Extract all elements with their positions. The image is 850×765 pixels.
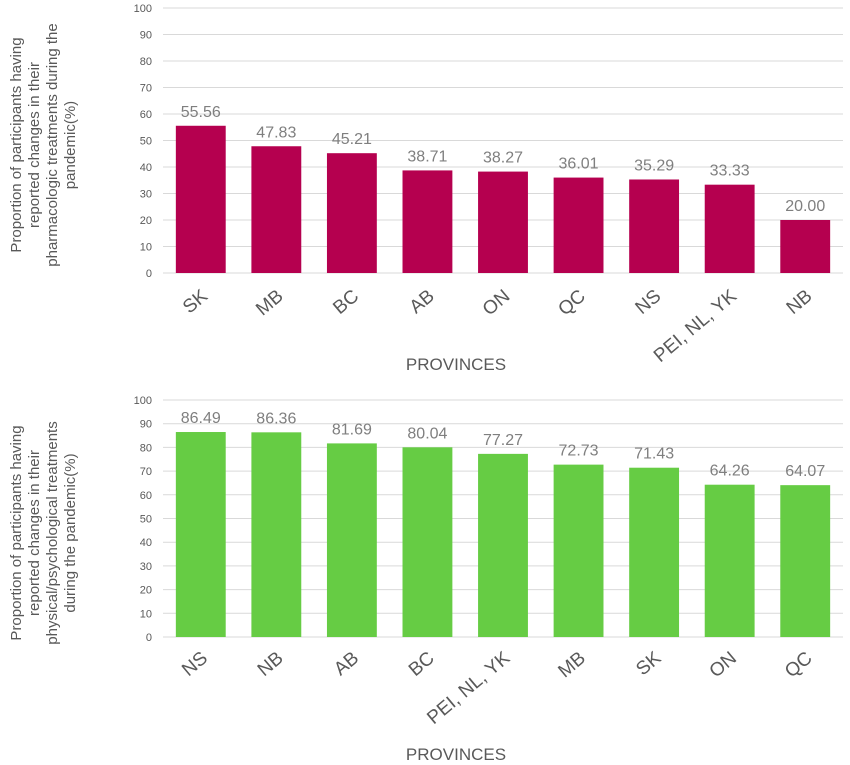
y-axis-title-line: reported changes in their xyxy=(26,62,43,228)
y-axis-title-line: pandemic(%) xyxy=(62,101,79,189)
data-label: 64.26 xyxy=(710,463,750,480)
x-tick-label: QC xyxy=(781,648,816,682)
x-axis-title: PROVINCES xyxy=(406,745,506,764)
data-label: 86.49 xyxy=(181,410,221,427)
x-tick-label: NS xyxy=(178,648,212,681)
x-tick-label: MB xyxy=(252,286,287,320)
x-tick-label: SK xyxy=(632,648,665,681)
bar xyxy=(780,220,831,273)
y-axis-title: Proportion of participants havingreporte… xyxy=(8,23,79,266)
y-tick-label: 20 xyxy=(140,585,152,597)
y-axis-title-line: during the pandemic(%) xyxy=(62,453,79,612)
x-tick-label: QC xyxy=(554,286,589,320)
bar xyxy=(326,153,377,273)
data-label: 47.83 xyxy=(256,124,296,141)
y-axis-title-line: pharmacologic treatments during the xyxy=(44,23,61,266)
x-tick-label: MB xyxy=(554,648,589,682)
y-tick-label: 70 xyxy=(140,83,152,95)
y-tick-label: 50 xyxy=(140,136,152,148)
bar xyxy=(629,179,680,273)
x-axis-title: PROVINCES xyxy=(406,355,506,374)
y-axis-title-line: Proportion of participants having xyxy=(8,425,25,640)
x-tick-label: AB xyxy=(330,648,363,680)
y-tick-label: 0 xyxy=(146,268,152,280)
y-tick-label: 100 xyxy=(134,395,152,407)
y-axis-title-line: physical/psychological treatments xyxy=(44,421,61,644)
bar xyxy=(402,170,453,273)
y-tick-label: 60 xyxy=(140,490,152,502)
bar xyxy=(175,125,226,274)
data-label: 38.71 xyxy=(407,148,447,165)
x-tick-label: SK xyxy=(179,286,212,319)
bar-chart-2: 0 10 20 30 40 50 60 70 80 90 100 86.49 NS 86.36 NB 81.6… xyxy=(8,395,843,764)
data-label: 20.00 xyxy=(785,198,825,215)
y-axis-title: Proportion of participants havingreporte… xyxy=(8,421,79,644)
y-tick-label: 40 xyxy=(140,537,152,549)
y-tick-label: 20 xyxy=(140,215,152,227)
y-tick-label: 70 xyxy=(140,466,152,478)
data-label: 36.01 xyxy=(559,156,599,173)
y-tick-label: 10 xyxy=(140,608,152,620)
data-label: 71.43 xyxy=(634,446,674,463)
data-label: 77.27 xyxy=(483,432,523,449)
y-tick-label: 40 xyxy=(140,162,152,174)
x-tick-label: NB xyxy=(254,648,288,681)
y-tick-label: 30 xyxy=(140,561,152,573)
x-tick-label: BC xyxy=(405,648,439,681)
data-label: 80.04 xyxy=(407,425,447,442)
bar xyxy=(629,467,680,637)
y-tick-label: 60 xyxy=(140,109,152,121)
bar xyxy=(326,443,377,637)
y-tick-label: 30 xyxy=(140,189,152,201)
y-tick-label: 90 xyxy=(140,419,152,431)
x-tick-label: AB xyxy=(406,286,439,318)
y-tick-label: 80 xyxy=(140,56,152,68)
x-tick-label: NS xyxy=(632,286,666,319)
bar xyxy=(780,485,831,637)
bar xyxy=(251,146,302,273)
bar xyxy=(704,184,755,273)
bar xyxy=(704,484,755,637)
y-tick-label: 80 xyxy=(140,442,152,454)
y-tick-label: 10 xyxy=(140,242,152,254)
data-label: 38.27 xyxy=(483,150,523,167)
x-tick-label: ON xyxy=(479,286,514,320)
data-label: 86.36 xyxy=(256,410,296,427)
y-tick-label: 100 xyxy=(134,3,152,15)
y-axis-title-line: Proportion of participants having xyxy=(8,37,25,252)
data-label: 35.29 xyxy=(634,157,674,174)
y-tick-label: 0 xyxy=(146,632,152,644)
data-label: 72.73 xyxy=(559,443,599,460)
x-tick-label: NB xyxy=(783,286,817,319)
x-tick-label: ON xyxy=(706,648,741,682)
y-tick-label: 90 xyxy=(140,30,152,42)
bar xyxy=(478,171,528,273)
bar xyxy=(402,447,453,637)
x-tick-label: BC xyxy=(329,286,363,319)
bar xyxy=(553,177,604,273)
data-label: 33.33 xyxy=(710,163,750,180)
y-axis-title-line: reported changes in their xyxy=(26,450,43,616)
data-label: 45.21 xyxy=(332,131,372,148)
bar xyxy=(478,453,528,637)
bar xyxy=(175,432,226,637)
data-label: 64.07 xyxy=(785,463,825,480)
bar xyxy=(553,464,604,637)
y-tick-label: 50 xyxy=(140,514,152,526)
bar xyxy=(251,432,302,637)
x-tick-label: PEI, NL, YK xyxy=(650,286,741,367)
x-tick-label: PEI, NL, YK xyxy=(423,648,514,729)
bar-chart-1: 0 10 20 30 40 50 60 70 80 90 100 55.56 SK 47.83 MB 45.2… xyxy=(8,3,843,374)
data-label: 81.69 xyxy=(332,421,372,438)
data-label: 55.56 xyxy=(181,104,221,121)
